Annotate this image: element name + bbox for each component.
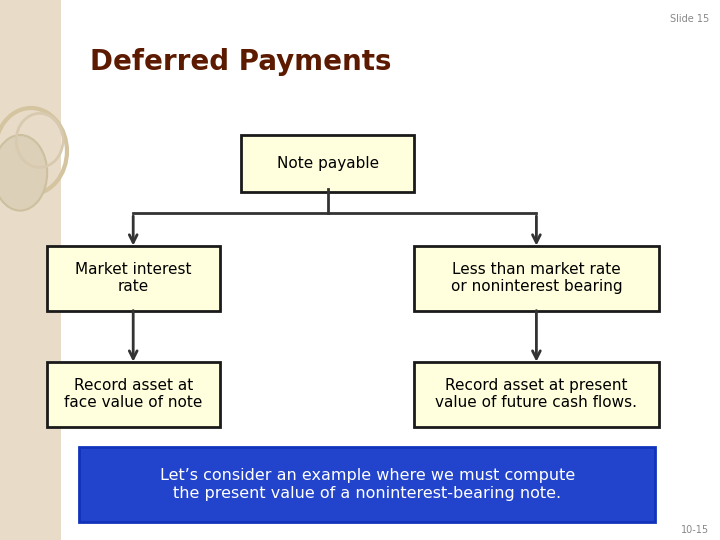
Text: Market interest
rate: Market interest rate [75, 262, 192, 294]
Text: Record asset at
face value of note: Record asset at face value of note [64, 378, 202, 410]
Text: 10-15: 10-15 [681, 524, 709, 535]
FancyBboxPatch shape [241, 135, 414, 192]
Ellipse shape [0, 135, 48, 211]
Text: Note payable: Note payable [276, 156, 379, 171]
Text: Deferred Payments: Deferred Payments [90, 48, 392, 76]
Text: Record asset at present
value of future cash flows.: Record asset at present value of future … [436, 378, 637, 410]
FancyBboxPatch shape [79, 447, 655, 522]
FancyBboxPatch shape [0, 0, 61, 540]
Text: Let’s consider an example where we must compute
the present value of a nonintere: Let’s consider an example where we must … [160, 468, 575, 501]
Text: Less than market rate
or noninterest bearing: Less than market rate or noninterest bea… [451, 262, 622, 294]
FancyBboxPatch shape [414, 246, 659, 310]
Text: Slide 15: Slide 15 [670, 14, 709, 24]
FancyBboxPatch shape [414, 362, 659, 427]
FancyBboxPatch shape [47, 362, 220, 427]
FancyBboxPatch shape [47, 246, 220, 310]
